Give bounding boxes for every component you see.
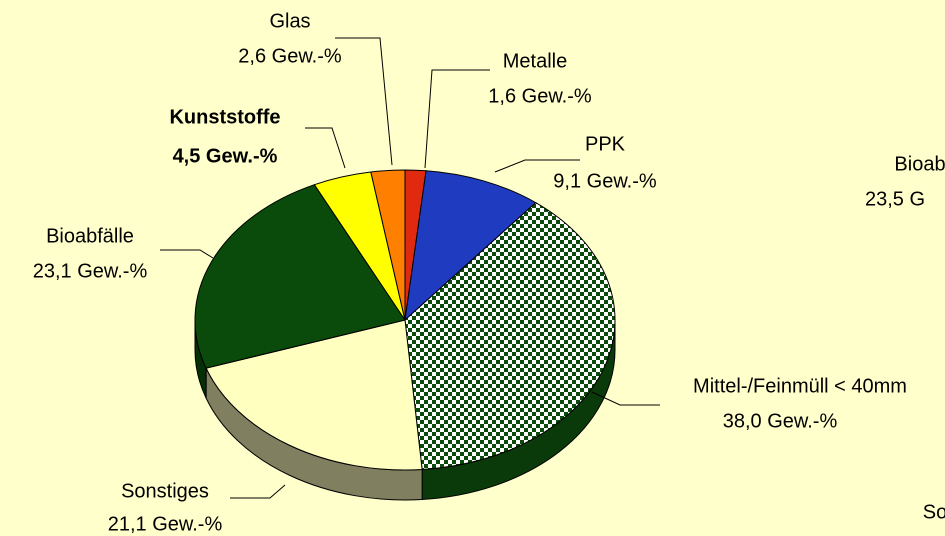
leader-line bbox=[424, 69, 490, 169]
slice-label: Bioabfälle bbox=[46, 225, 134, 247]
cropped-label: Bioab bbox=[894, 153, 945, 175]
leader-line bbox=[494, 159, 580, 173]
slice-label: Mittel-/Feinmüll < 40mm bbox=[693, 375, 907, 397]
leader-line bbox=[230, 484, 286, 499]
slice-value-label: 23,1 Gew.-% bbox=[33, 260, 148, 282]
leader-line bbox=[591, 391, 660, 406]
pie-slice bbox=[404, 202, 616, 471]
cropped-label: 23,5 G bbox=[865, 188, 925, 210]
slice-value-label: 4,5 Gew.-% bbox=[173, 145, 278, 167]
pie-slice bbox=[370, 169, 406, 321]
leader-line bbox=[335, 37, 393, 166]
slice-value-label: 2,6 Gew.-% bbox=[238, 45, 342, 67]
slice-label: PPK bbox=[585, 133, 626, 155]
leader-line bbox=[160, 249, 214, 259]
slice-label: Glas bbox=[269, 10, 310, 32]
slice-value-label: 38,0 Gew.-% bbox=[723, 410, 838, 432]
slice-label: Kunststoffe bbox=[169, 106, 280, 128]
slice-label: Sonstiges bbox=[121, 480, 209, 502]
slice-value-label: 1,6 Gew.-% bbox=[488, 85, 592, 107]
pie-slice bbox=[194, 184, 406, 369]
slice-value-label: 9,1 Gew.-% bbox=[553, 170, 657, 192]
pie-slice bbox=[404, 170, 537, 322]
slice-value-label: 21,1 Gew.-% bbox=[108, 513, 223, 535]
pie-slice bbox=[205, 319, 423, 471]
slice-label: Metalle bbox=[503, 50, 567, 72]
leader-line bbox=[305, 127, 346, 169]
cropped-label: So bbox=[923, 501, 945, 523]
